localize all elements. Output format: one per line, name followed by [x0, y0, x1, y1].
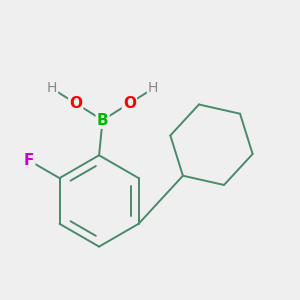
Text: H: H — [47, 82, 57, 95]
Text: F: F — [24, 153, 34, 168]
Text: O: O — [123, 96, 136, 111]
Text: B: B — [97, 112, 108, 128]
Text: O: O — [69, 96, 82, 111]
Text: H: H — [148, 82, 158, 95]
